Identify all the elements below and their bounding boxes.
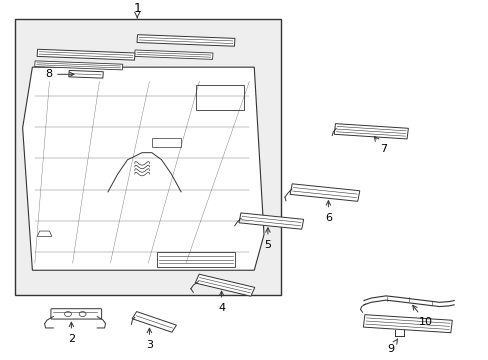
Polygon shape: [22, 67, 264, 270]
Polygon shape: [363, 315, 451, 333]
Text: 4: 4: [218, 291, 224, 312]
Bar: [152, 138, 181, 147]
Text: 1: 1: [133, 2, 141, 18]
Text: 6: 6: [324, 201, 331, 222]
Text: 8: 8: [45, 69, 74, 79]
Polygon shape: [35, 61, 122, 70]
Polygon shape: [157, 252, 234, 267]
Polygon shape: [37, 231, 52, 237]
Text: 5: 5: [264, 228, 271, 249]
Bar: [195, 85, 244, 110]
Text: 2: 2: [68, 322, 75, 344]
Bar: [15, 19, 281, 295]
Polygon shape: [132, 311, 176, 332]
FancyBboxPatch shape: [51, 309, 102, 319]
Polygon shape: [195, 274, 254, 296]
Text: 10: 10: [412, 305, 432, 327]
Text: 3: 3: [145, 328, 153, 350]
Polygon shape: [137, 35, 234, 46]
Polygon shape: [37, 49, 135, 60]
Polygon shape: [239, 213, 303, 229]
Text: 9: 9: [386, 339, 397, 354]
Polygon shape: [134, 50, 213, 59]
Polygon shape: [69, 71, 103, 78]
Polygon shape: [289, 184, 359, 201]
Text: 7: 7: [374, 136, 386, 154]
Polygon shape: [333, 123, 407, 139]
